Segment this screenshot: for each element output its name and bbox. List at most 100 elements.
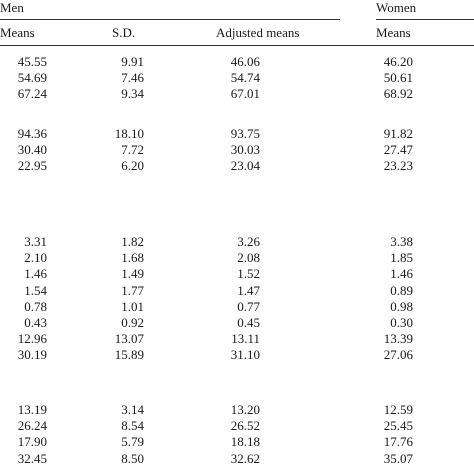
cell-men-sd: 8.50 [121,450,144,466]
table-row: 26.24 8.54 26.52 25.45 [0,418,474,434]
cell-men-sd: 1.77 [121,282,144,298]
cell-men-means: 30.40 [17,142,47,158]
cell-men-adjusted-means: 23.04 [230,158,260,174]
table-row: 30.19 15.89 31.10 27.06 [0,347,474,363]
cell-men-adjusted-means: 46.06 [230,54,260,69]
table-row: 94.36 18.10 93.75 91.82 [0,126,474,142]
cell-men-means: 22.95 [17,158,47,174]
column-header-men-sd: S.D. [112,25,136,40]
cell-men-adjusted-means: 32.62 [230,450,260,466]
cell-women-means: 27.06 [383,347,413,363]
cell-women-means: 0.98 [390,298,413,314]
table-row: 67.24 9.34 67.01 68.92 [0,86,474,102]
cell-men-adjusted-means: 31.10 [230,347,260,363]
cell-women-means: 35.07 [383,450,413,466]
cell-men-means: 94.36 [17,126,47,141]
table-header: Men Women Means S.D. Adjusted means Mean… [0,0,474,48]
cell-men-means: 17.90 [17,434,47,450]
table-row: 17.90 5.79 18.18 17.76 [0,434,474,450]
cell-men-means: 1.46 [24,266,47,282]
cell-men-means: 3.31 [24,234,47,249]
cell-men-sd: 3.14 [121,402,144,417]
cell-men-means: 54.69 [17,70,47,86]
cell-women-means: 1.85 [390,250,413,266]
cell-men-means: 1.54 [24,282,47,298]
cell-men-means: 12.96 [17,331,47,347]
table-row: 0.43 0.92 0.45 0.30 [0,315,474,331]
group-label-men: Men [0,0,24,15]
cell-men-sd: 0.92 [121,315,144,330]
group-rule-men [0,19,340,20]
cell-women-means: 0.30 [390,315,413,330]
cell-men-adjusted-means: 67.01 [230,86,260,102]
cell-men-adjusted-means: 3.26 [237,234,260,249]
cell-men-adjusted-means: 0.77 [237,298,260,314]
column-header-women-means: Means [376,25,411,40]
table-row: 32.45 8.50 32.62 35.07 [0,451,474,467]
cell-women-means: 13.39 [383,331,413,347]
cell-men-sd: 1.68 [121,250,144,266]
cell-men-means: 32.45 [17,450,47,466]
cell-men-sd: 1.49 [121,266,144,282]
table-row: 13.19 3.14 13.20 12.59 [0,402,474,418]
cell-women-means: 17.76 [383,434,413,450]
cell-women-means: 0.89 [390,282,413,298]
table-row: 3.31 1.82 3.26 3.38 [0,234,474,250]
table-row: 30.40 7.72 30.03 27.47 [0,142,474,158]
cell-women-means: 68.92 [383,86,413,102]
cell-men-means: 0.78 [24,298,47,314]
cell-men-adjusted-means: 30.03 [230,142,260,158]
group-rule-women [376,19,474,20]
cell-men-means: 30.19 [17,347,47,363]
cell-men-adjusted-means: 0.45 [237,315,260,330]
cell-men-adjusted-means: 13.11 [231,331,260,347]
table-row: 12.96 13.07 13.11 13.39 [0,331,474,347]
group-label-women: Women [376,0,417,15]
cell-men-means: 13.19 [17,402,47,417]
header-rule [0,45,474,46]
cell-men-sd: 8.54 [121,418,144,434]
cell-men-sd: 1.82 [121,234,144,249]
column-header-men-adjusted-means: Adjusted means [216,25,300,40]
cell-men-sd: 7.72 [121,142,144,158]
cell-men-means: 45.55 [17,54,47,69]
cell-women-means: 91.82 [383,126,413,141]
cell-men-adjusted-means: 13.20 [230,402,260,417]
table-row: 1.54 1.77 1.47 0.89 [0,283,474,299]
cell-women-means: 1.46 [390,266,413,282]
cell-women-means: 3.38 [390,234,413,249]
cell-men-adjusted-means: 2.08 [237,250,260,266]
cell-men-adjusted-means: 1.47 [237,282,260,298]
cell-men-sd: 15.89 [114,347,144,363]
cell-men-sd: 9.34 [121,86,144,102]
cell-men-sd: 5.79 [121,434,144,450]
cell-women-means: 46.20 [383,54,413,69]
cell-men-sd: 1.01 [121,298,144,314]
cell-men-sd: 6.20 [121,158,144,174]
cell-men-adjusted-means: 1.52 [237,266,260,282]
cell-men-means: 26.24 [17,418,47,434]
table-row: 45.55 9.91 46.06 46.20 [0,54,474,70]
cell-men-adjusted-means: 54.74 [230,70,260,86]
cell-men-adjusted-means: 93.75 [230,126,260,141]
cell-women-means: 23.23 [383,158,413,174]
column-header-men-means: Means [0,25,35,40]
cell-men-means: 2.10 [24,250,47,266]
cell-men-sd: 18.10 [114,126,144,141]
table-row: 1.46 1.49 1.52 1.46 [0,266,474,282]
table-row: 2.10 1.68 2.08 1.85 [0,250,474,266]
cell-men-means: 67.24 [17,86,47,102]
cell-men-means: 0.43 [24,315,47,330]
cell-women-means: 27.47 [383,142,413,158]
table-row: 22.95 6.20 23.04 23.23 [0,158,474,174]
cell-women-means: 12.59 [383,402,413,417]
cell-men-sd: 9.91 [121,54,144,69]
table-row: 0.78 1.01 0.77 0.98 [0,299,474,315]
cell-men-adjusted-means: 18.18 [230,434,260,450]
cell-men-sd: 7.46 [121,70,144,86]
cell-men-sd: 13.07 [114,331,144,347]
table-row: 54.69 7.46 54.74 50.61 [0,70,474,86]
cell-men-adjusted-means: 26.52 [230,418,260,434]
cell-women-means: 50.61 [383,70,413,86]
cell-women-means: 25.45 [383,418,413,434]
